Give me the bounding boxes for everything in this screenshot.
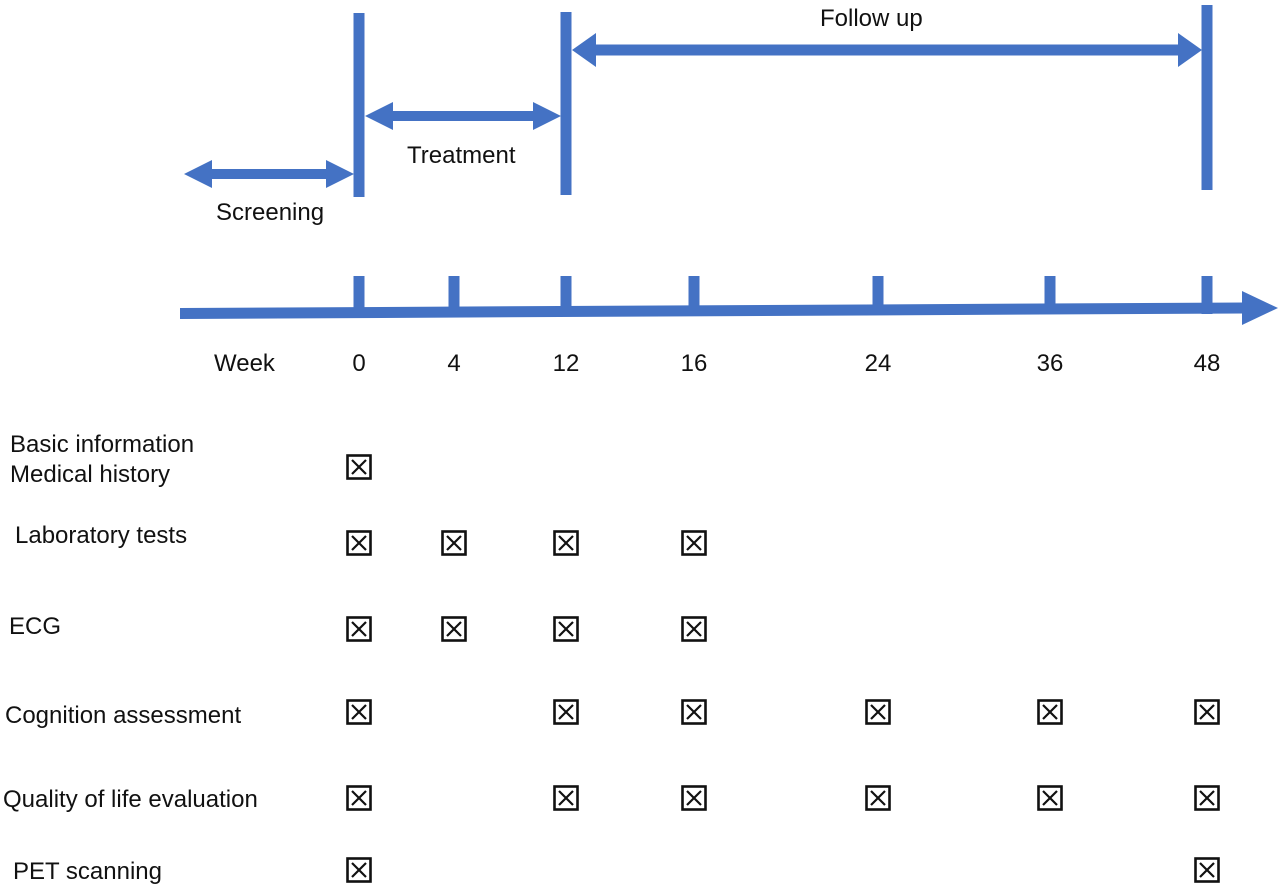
x-checkbox-icon bbox=[441, 530, 467, 556]
x-checkbox-icon bbox=[553, 699, 579, 725]
axis-tick-week-24 bbox=[872, 276, 884, 314]
checkbox-laboratory-tests-week-0 bbox=[346, 530, 372, 556]
checkbox-laboratory-tests-week-16 bbox=[681, 530, 707, 556]
screening-range-arrow-part bbox=[210, 169, 328, 179]
row-label-line: Quality of life evaluation bbox=[3, 786, 258, 813]
checkbox-cognition-assessment-week-24 bbox=[865, 699, 891, 725]
checkbox-quality-of-life-evaluation-week-0 bbox=[346, 785, 372, 811]
x-checkbox-icon bbox=[681, 785, 707, 811]
row-label-basic-information-medical-history: Basic information Medical history bbox=[10, 430, 194, 490]
treatment-label: Treatment bbox=[407, 142, 516, 169]
checkbox-cognition-assessment-week-12 bbox=[553, 699, 579, 725]
week-label-24: 24 bbox=[864, 350, 892, 377]
week-axis-arrowhead-icon bbox=[1242, 291, 1278, 325]
axis-tick-week-36 bbox=[1044, 276, 1056, 314]
checkbox-quality-of-life-evaluation-week-48 bbox=[1194, 785, 1220, 811]
checkbox-quality-of-life-evaluation-week-36 bbox=[1037, 785, 1063, 811]
week-axis-label: Week bbox=[214, 350, 275, 377]
x-checkbox-icon bbox=[553, 530, 579, 556]
week-label-4: 4 bbox=[447, 350, 461, 377]
checkbox-pet-scanning-week-48 bbox=[1194, 857, 1220, 883]
row-label-quality-of-life-evaluation: Quality of life evaluation bbox=[3, 785, 258, 815]
checkbox-ecg-week-0 bbox=[346, 616, 372, 642]
x-checkbox-icon bbox=[1194, 699, 1220, 725]
x-checkbox-icon bbox=[1037, 785, 1063, 811]
checkbox-basic-information-medical-history-week-0 bbox=[346, 454, 372, 480]
follow-up-range-arrow-part bbox=[1178, 33, 1202, 67]
x-checkbox-icon bbox=[346, 785, 372, 811]
x-checkbox-icon bbox=[346, 857, 372, 883]
checkbox-cognition-assessment-week-0 bbox=[346, 699, 372, 725]
row-label-line: Cognition assessment bbox=[5, 702, 242, 729]
axis-tick-week-12 bbox=[560, 276, 572, 314]
row-label-laboratory-tests: Laboratory tests bbox=[15, 521, 187, 551]
follow-up-label: Follow up bbox=[820, 5, 923, 32]
week-label-0: 0 bbox=[352, 350, 366, 377]
screening-range-arrow bbox=[184, 160, 354, 188]
x-checkbox-icon bbox=[553, 785, 579, 811]
x-checkbox-icon bbox=[441, 616, 467, 642]
follow-up-range-arrow bbox=[572, 33, 1202, 67]
checkbox-quality-of-life-evaluation-week-12 bbox=[553, 785, 579, 811]
checkbox-ecg-week-16 bbox=[681, 616, 707, 642]
phase-boundary-bar-week-0 bbox=[353, 13, 365, 197]
axis-tick-week-48 bbox=[1201, 276, 1213, 314]
x-checkbox-icon bbox=[865, 785, 891, 811]
week-label-36: 36 bbox=[1036, 350, 1064, 377]
x-checkbox-icon bbox=[681, 530, 707, 556]
week-label-48: 48 bbox=[1193, 350, 1221, 377]
x-checkbox-icon bbox=[346, 530, 372, 556]
row-label-line: Laboratory tests bbox=[15, 522, 188, 549]
checkbox-ecg-week-4 bbox=[441, 616, 467, 642]
x-checkbox-icon bbox=[553, 616, 579, 642]
checkbox-ecg-week-12 bbox=[553, 616, 579, 642]
x-checkbox-icon bbox=[1194, 785, 1220, 811]
axis-tick-week-0 bbox=[353, 276, 365, 314]
screening-label: Screening bbox=[216, 199, 325, 226]
treatment-range-arrow-part bbox=[533, 102, 561, 130]
screening-range-arrow-part bbox=[184, 160, 212, 188]
treatment-range-arrow-part bbox=[365, 102, 393, 130]
row-label-pet-scanning: PET scanning bbox=[13, 857, 162, 887]
week-label-16: 16 bbox=[680, 350, 708, 377]
x-checkbox-icon bbox=[346, 454, 372, 480]
x-checkbox-icon bbox=[865, 699, 891, 725]
checkbox-pet-scanning-week-0 bbox=[346, 857, 372, 883]
week-label-12: 12 bbox=[552, 350, 580, 377]
checkbox-laboratory-tests-week-4 bbox=[441, 530, 467, 556]
checkbox-laboratory-tests-week-12 bbox=[553, 530, 579, 556]
x-checkbox-icon bbox=[346, 699, 372, 725]
x-checkbox-icon bbox=[1194, 857, 1220, 883]
axis-tick-week-16 bbox=[688, 276, 700, 314]
row-label-line: Medical history bbox=[10, 461, 171, 488]
phase-boundary-bar-week-48 bbox=[1201, 5, 1213, 190]
checkbox-cognition-assessment-week-16 bbox=[681, 699, 707, 725]
checkbox-quality-of-life-evaluation-week-16 bbox=[681, 785, 707, 811]
checkbox-quality-of-life-evaluation-week-24 bbox=[865, 785, 891, 811]
x-checkbox-icon bbox=[681, 699, 707, 725]
week-axis-line bbox=[180, 302, 1245, 319]
treatment-range-arrow-part bbox=[391, 111, 535, 121]
follow-up-range-arrow-part bbox=[594, 44, 1180, 56]
axis-tick-week-4 bbox=[448, 276, 460, 314]
checkbox-cognition-assessment-week-48 bbox=[1194, 699, 1220, 725]
x-checkbox-icon bbox=[346, 616, 372, 642]
screening-range-arrow-part bbox=[326, 160, 354, 188]
follow-up-range-arrow-part bbox=[572, 33, 596, 67]
row-label-cognition-assessment: Cognition assessment bbox=[5, 701, 241, 731]
row-label-line: ECG bbox=[9, 613, 62, 640]
phase-boundary-bar-week-12 bbox=[560, 12, 572, 195]
row-label-line: PET scanning bbox=[13, 858, 162, 885]
row-label-ecg: ECG bbox=[9, 612, 61, 642]
x-checkbox-icon bbox=[681, 616, 707, 642]
x-checkbox-icon bbox=[1037, 699, 1063, 725]
treatment-range-arrow bbox=[365, 102, 561, 130]
checkbox-cognition-assessment-week-36 bbox=[1037, 699, 1063, 725]
row-label-line: Basic information bbox=[10, 431, 195, 458]
